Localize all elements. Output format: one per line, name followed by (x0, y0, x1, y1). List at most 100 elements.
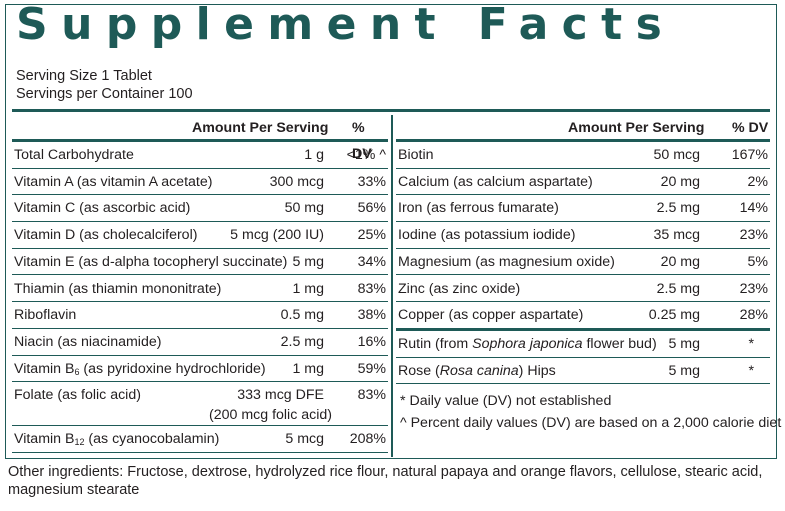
other-ingredients: Other ingredients: Fructose, dextrose, h… (8, 464, 763, 498)
dv-value: 14% (739, 200, 768, 217)
amount-value: 2.5 mg (656, 280, 700, 297)
nutrient-name: Total Carbohydrate (14, 147, 134, 163)
amount-value: 2.5 mg (280, 333, 324, 350)
botanical-divider (396, 327, 770, 331)
left-dv-header: % DV (352, 120, 372, 162)
amount-value: 20 mg (660, 253, 700, 270)
nutrient-name: Vitamin A (as vitamin A acetate) (14, 173, 213, 190)
amount-value: 50 mcg (653, 147, 700, 163)
left-amount-header: Amount Per Serving (192, 120, 329, 136)
subscript: 6 (74, 366, 80, 377)
amount-value: 50 mg (284, 200, 324, 217)
dv-value: 28% (739, 307, 768, 324)
nutrient-name: Iodine (as potassium iodide) (398, 227, 576, 244)
amount-value: 5 mcg (200 IU) (230, 227, 324, 244)
subscript: 12 (74, 437, 85, 448)
left-row: Vitamin A (as vitamin A acetate) 300 mcg 3… (12, 169, 388, 196)
right-row: Biotin 50 mcg 167% (396, 142, 770, 169)
right-row: Iodine (as potassium iodide) 35 mcg 23% (396, 222, 770, 249)
dv-value: 167% (731, 147, 768, 163)
column-divider (391, 115, 393, 457)
dv-value: 2% (747, 173, 768, 190)
dv-value: 33% (357, 173, 386, 190)
dv-value: 25% (357, 227, 386, 244)
amount-value: 300 mcg (269, 173, 324, 190)
nutrient-name: Vitamin E (as d-alpha tocopheryl succina… (14, 253, 288, 270)
nutrient-name: Rose (Rosa canina) Hips (398, 362, 556, 379)
nutrient-name: Thiamin (as thiamin mononitrate) (14, 280, 222, 297)
left-row: Total Carbohydrate 1 g <1% ^ (12, 142, 388, 169)
right-row: Copper (as copper aspartate) 0.25 mg 28% (396, 302, 770, 329)
dv-value: 56% (357, 200, 386, 217)
left-row: Vitamin D (as cholecalciferol) 5 mcg (200… (12, 222, 388, 249)
nutrient-name: Riboflavin (14, 307, 77, 324)
latin-name: Rosa canina (439, 362, 519, 379)
right-row: Calcium (as calcium aspartate) 20 mg 2% (396, 169, 770, 196)
footnote-calorie-diet: ^ Percent daily values (DV) are based on… (400, 415, 782, 431)
dv-value: 208% (349, 431, 386, 448)
left-row: Vitamin B12 (as cyanocobalamin) 5 mcg 208% (12, 426, 388, 453)
amount-value: 20 mg (660, 173, 700, 190)
nutrient-name: Biotin (398, 147, 434, 163)
nutrient-name: Calcium (as calcium aspartate) (398, 173, 593, 190)
nutrient-name: Magnesium (as magnesium oxide) (398, 253, 615, 270)
dv-value: 16% (357, 333, 386, 350)
dv-value: 83% (357, 280, 386, 297)
panel-title: Supplement Facts (16, 0, 676, 50)
nutrient-name: Vitamin D (as cholecalciferol) (14, 227, 198, 244)
servings-per-container: Servings per Container 100 (16, 86, 193, 102)
right-header-rule (396, 139, 770, 142)
amount-value: 5 mg (668, 362, 700, 379)
footnote-dv-not-established: * Daily value (DV) not established (400, 393, 612, 409)
left-row: Vitamin B6 (as pyridoxine hydrochloride)… (12, 356, 388, 383)
right-row: Iron (as ferrous fumarate) 2.5 mg 14% (396, 195, 770, 223)
nutrient-name: Niacin (as niacinamide) (14, 333, 162, 350)
dv-value: * (748, 362, 754, 379)
left-row: Vitamin E (as d-alpha tocopheryl succina… (12, 249, 388, 276)
dv-value: 23% (739, 227, 768, 244)
nutrient-name: Vitamin B12 (as cyanocobalamin) (14, 431, 220, 448)
botanical-row: Rutin (from Sophora japonica flower bud)… (396, 331, 770, 358)
nutrient-name: Zinc (as zinc oxide) (398, 280, 521, 297)
dv-value: 5% (747, 253, 768, 270)
left-row: Vitamin C (as ascorbic acid) 50 mg 56% (12, 195, 388, 223)
amount-value: 35 mcg (653, 227, 700, 244)
left-row: Riboflavin 0.5 mg 38% (12, 302, 388, 329)
amount-value: 0.5 mg (280, 307, 324, 324)
header-divider (12, 109, 770, 112)
left-row: Folate (as folic acid) 333 mcg DFE (200 mc… (12, 382, 388, 427)
amount-value: 1 mg (292, 360, 324, 377)
nutrient-name: Rutin (from Sophora japonica flower bud) (398, 335, 657, 352)
dv-value: 59% (357, 360, 386, 377)
amount-value: 5 mg (668, 335, 700, 352)
botanical-row: Rose (Rosa canina) Hips 5 mg * (396, 358, 770, 385)
nutrient-name: Copper (as copper aspartate) (398, 307, 584, 324)
dv-value: 23% (739, 280, 768, 297)
amount-value: 5 mg (292, 253, 324, 270)
serving-size: Serving Size 1 Tablet (16, 68, 152, 84)
left-row: Thiamin (as thiamin mononitrate) 1 mg 83% (12, 276, 388, 303)
supplement-facts-panel: Supplement Facts Serving Size 1 Tablet S… (5, 0, 781, 459)
latin-name: Sophora japonica (472, 335, 583, 352)
right-amount-header: Amount Per Serving (568, 120, 705, 136)
nutrient-name: Vitamin C (as ascorbic acid) (14, 200, 191, 217)
amount-value: 1 g (304, 147, 324, 163)
right-row: Zinc (as zinc oxide) 2.5 mg 23% (396, 276, 770, 303)
nutrient-name: Folate (as folic acid) (14, 387, 141, 404)
nutrient-name: Vitamin B6 (as pyridoxine hydrochloride) (14, 360, 266, 377)
right-dv-header: % DV (732, 120, 769, 136)
dv-value: 34% (357, 253, 386, 270)
dv-value: <1% ^ (346, 147, 386, 163)
amount-value-line2: (200 mcg folic acid) (208, 407, 332, 424)
dv-value: * (748, 335, 754, 352)
dv-value: 83% (357, 387, 386, 404)
dv-value: 38% (357, 307, 386, 324)
left-row: Niacin (as niacinamide) 2.5 mg 16% (12, 329, 388, 356)
left-header-rule (12, 139, 388, 142)
amount-value: 333 mcg DFE (237, 387, 324, 404)
amount-value: 2.5 mg (656, 200, 700, 217)
nutrient-name: Iron (as ferrous fumarate) (398, 200, 559, 217)
right-row: Magnesium (as magnesium oxide) 20 mg 5% (396, 249, 770, 276)
amount-value: 5 mcg (285, 431, 324, 448)
amount-value: 0.25 mg (648, 307, 700, 324)
